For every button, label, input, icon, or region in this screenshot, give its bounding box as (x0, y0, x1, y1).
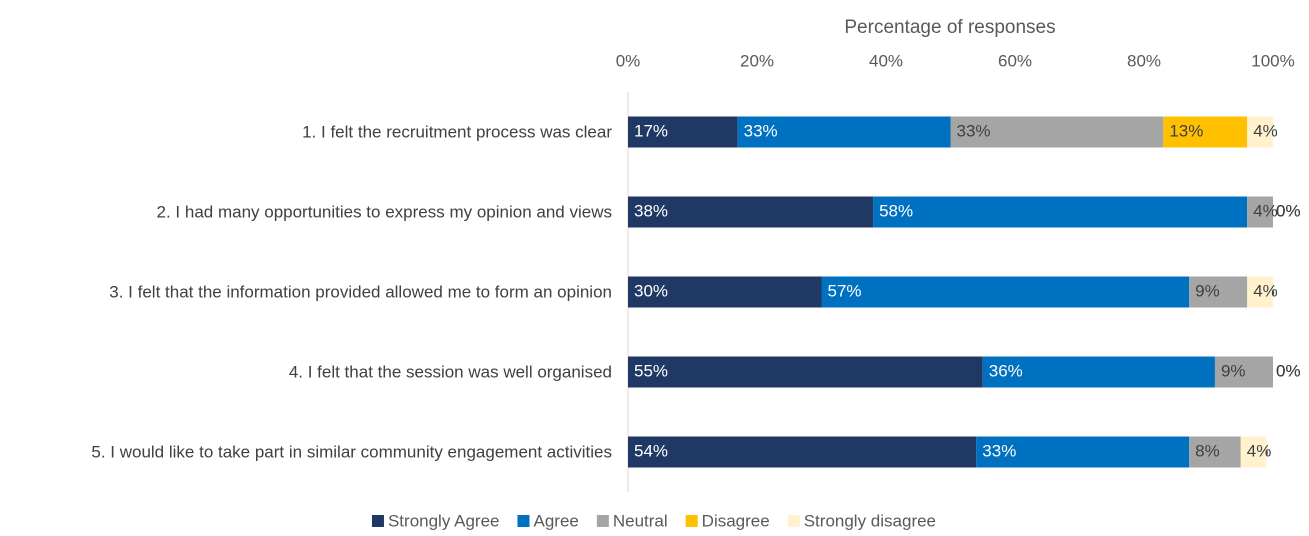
data-label: 4% (1253, 281, 1278, 300)
legend-label: Strongly disagree (804, 511, 936, 530)
bar-segment (628, 196, 874, 228)
data-label: 55% (634, 361, 668, 380)
data-label: 17% (634, 121, 668, 140)
bar-segment (628, 116, 738, 148)
bar-segment (1214, 356, 1273, 388)
data-label: 0% (1276, 361, 1301, 380)
legend-swatch (685, 515, 698, 527)
data-label: 4% (1247, 441, 1272, 460)
data-label: 8% (1195, 441, 1220, 460)
data-label: 57% (828, 281, 862, 300)
category-label: 5. I would like to take part in similar … (91, 442, 612, 462)
category-label: 2. I had many opportunities to express m… (156, 202, 612, 222)
bar-segment (1247, 116, 1273, 148)
data-label: 33% (957, 121, 991, 140)
data-label: 4% (1253, 201, 1278, 220)
bar-segment (873, 196, 1248, 228)
bar-segment (976, 436, 1190, 468)
x-tick-label: 40% (869, 51, 903, 70)
data-label: 9% (1221, 361, 1246, 380)
data-label: 33% (744, 121, 778, 140)
category-label: 3. I felt that the information provided … (109, 282, 612, 302)
legend-swatch (596, 515, 609, 527)
bar-segment (821, 276, 1190, 308)
legend-swatch (371, 515, 384, 527)
axis-title: Percentage of responses (844, 17, 1055, 38)
bar-segment (1189, 436, 1241, 468)
bar-segment (982, 356, 1215, 388)
bar-segment (1189, 276, 1248, 308)
x-tick-label: 60% (998, 51, 1032, 70)
data-label: 0% (1276, 201, 1301, 220)
x-tick-label: 0% (616, 51, 641, 70)
data-label: 54% (634, 441, 668, 460)
category-label: 1. I felt the recruitment process was cl… (302, 122, 612, 142)
bar-segment (737, 116, 951, 148)
legend-label: Disagree (702, 511, 770, 530)
legend-label: Strongly Agree (388, 511, 500, 530)
legend-swatch (517, 515, 530, 527)
data-label: 36% (989, 361, 1023, 380)
data-label: 4% (1253, 121, 1278, 140)
bar-segment (1247, 276, 1273, 308)
legend-label: Agree (533, 511, 578, 530)
data-label: 0% (1276, 361, 1301, 380)
bar-segment (628, 276, 822, 308)
data-label: 38% (634, 201, 668, 220)
data-label: 9% (1195, 281, 1220, 300)
x-tick-label: 20% (740, 51, 774, 70)
legend-swatch (787, 515, 800, 527)
bar-segment (628, 356, 983, 388)
data-label: 0% (1276, 201, 1301, 220)
category-label: 4. I felt that the session was well orga… (288, 362, 612, 382)
x-tick-label: 80% (1127, 51, 1161, 70)
legend-label: Neutral (613, 511, 668, 530)
data-label: 30% (634, 281, 668, 300)
data-label: 13% (1169, 121, 1203, 140)
bar-segment (950, 116, 1164, 148)
x-tick-label: 100% (1251, 51, 1294, 70)
bar-segment (1163, 116, 1248, 148)
data-label: 33% (982, 441, 1016, 460)
data-label: 58% (879, 201, 913, 220)
bar-segment (1247, 196, 1273, 228)
bar-segment (628, 436, 977, 468)
bar-segment (1240, 436, 1267, 468)
